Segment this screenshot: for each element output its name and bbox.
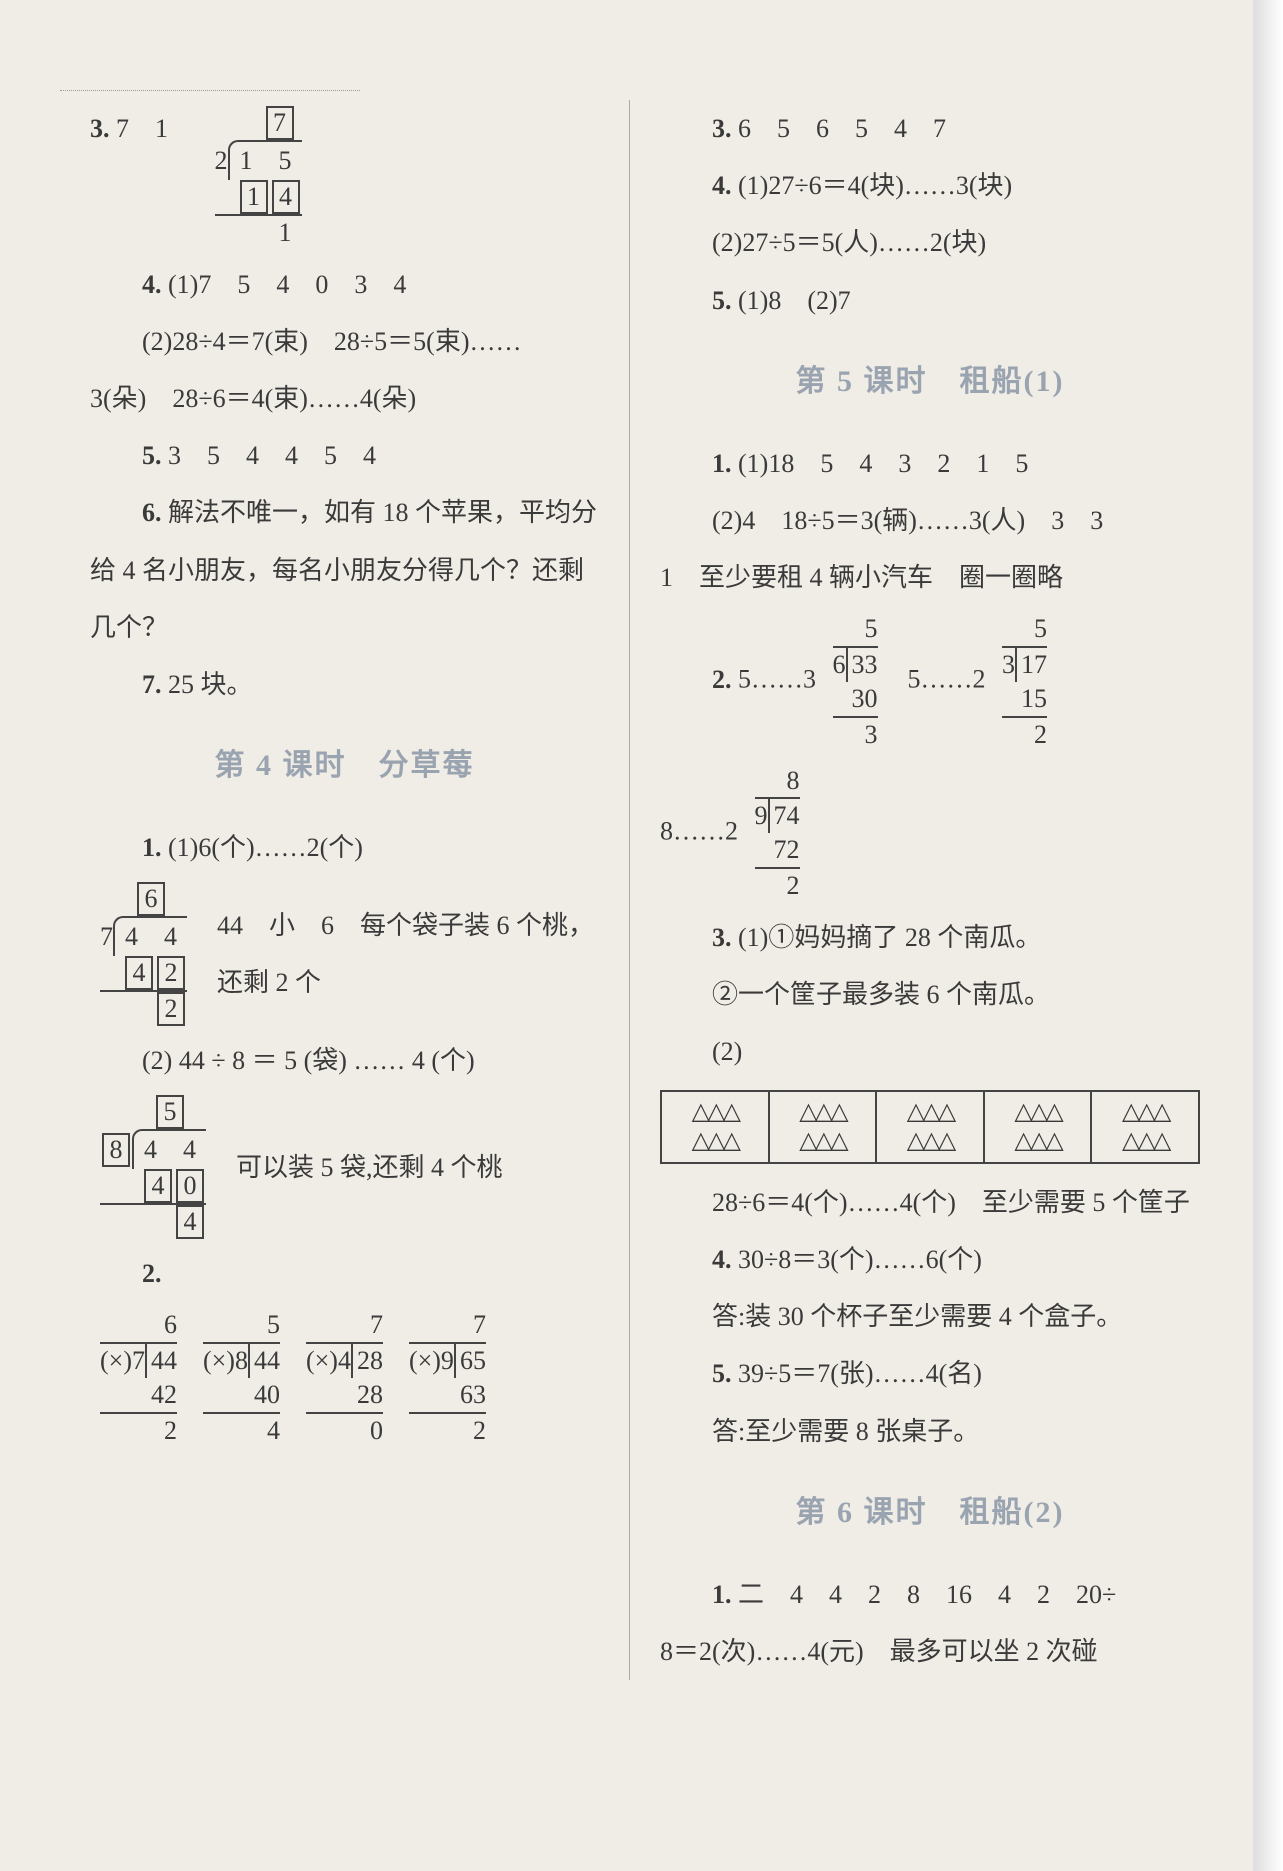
s5-1-1: (1)18 5 4 3 2 1 5 <box>738 449 1028 478</box>
ld-quotient: 7 <box>215 106 302 140</box>
div-group: 5……2 5317152 <box>908 606 1058 757</box>
item-label: 5. <box>712 1359 732 1388</box>
s5-5-2: 答:至少需要 8 张桌子。 <box>660 1403 1200 1460</box>
item-label: 1. <box>712 1580 732 1609</box>
item-5-values: 3 5 4 4 5 4 <box>168 441 376 470</box>
s5-item-2: 2. 5……3 56333035……2 5317152 8……2 8974722 <box>660 606 1200 908</box>
s4-1-2: (2) 44 ÷ 8 ＝ 5 (袋) …… 4 (个) <box>90 1032 599 1089</box>
long-division-small: 7(×)428280 <box>306 1308 383 1447</box>
item-6: 6. 解法不唯一，如有 18 个苹果，平均分给 4 名小朋友，每名小朋友分得几个… <box>90 484 599 656</box>
ld-line: 74 4 <box>100 916 187 956</box>
item-label: 2. <box>660 651 732 708</box>
s5-3-3: (2) <box>660 1023 1200 1080</box>
r-3-values: 6 5 6 5 4 7 <box>738 114 946 143</box>
s5-3-1: (1)①妈妈摘了 28 个南瓜。 <box>738 923 1041 952</box>
item-label: 7. <box>142 670 162 699</box>
item-label: 3. <box>712 923 732 952</box>
long-division-small: 7(×)965632 <box>409 1308 486 1447</box>
item-7-text: 25 块。 <box>168 670 253 699</box>
long-division-small: 5(×)844404 <box>203 1308 280 1447</box>
s4-div2-row: 5 84 4 40 4 可以装 5 袋,还剩 4 个桃 <box>90 1089 599 1245</box>
item-label: 3. <box>90 114 110 143</box>
s5-item-5: 5. 39÷5＝7(张)……4(名) <box>660 1345 1200 1402</box>
ld-rem: 2 <box>100 990 187 1026</box>
item-label: 5. <box>142 441 162 470</box>
item-label: 4. <box>712 171 732 200</box>
s4-tail1: 44 小 6 每个袋子装 6 个桃，还剩 2 个 <box>217 897 599 1011</box>
ld-sub: 40 <box>100 1169 206 1203</box>
item-4: 4. (1)7 5 4 0 3 4 <box>90 256 599 313</box>
item-4-2a: (2)28÷4＝7(束) 28÷5＝5(束)…… <box>90 313 599 370</box>
r-item-3: 3. 6 5 6 5 4 7 <box>660 100 1200 157</box>
item-3: 3. 7 1 7 21 5 14 1 <box>90 100 599 256</box>
long-division: 7 21 5 14 1 <box>215 106 302 250</box>
ld-rem: 1 <box>215 214 302 250</box>
item-label: 4. <box>712 1245 732 1274</box>
long-division: 6 74 4 42 2 <box>100 882 187 1026</box>
s5-1-3: 1 至少要租 4 辆小汽车 圈一圈略 <box>660 549 1200 606</box>
ld-quotient: 6 <box>100 882 187 916</box>
ld-quotient: 5 <box>100 1095 206 1129</box>
s5-3-2: ②一个筐子最多装 6 个南瓜。 <box>660 966 1200 1023</box>
s5-item-4: 4. 30÷8＝3(个)……6(个) <box>660 1231 1200 1288</box>
s5-item-1: 1. (1)18 5 4 3 2 1 5 <box>660 435 1200 492</box>
ld-line: 84 4 <box>100 1129 206 1169</box>
s5-4-1: 30÷8＝3(个)……6(个) <box>738 1245 982 1274</box>
s4-1-1: (1)6(个)……2(个) <box>168 833 363 862</box>
s6-item-1: 1. 二 4 4 2 8 16 4 2 20÷ <box>660 1566 1200 1623</box>
s5-item-3: 3. (1)①妈妈摘了 28 个南瓜。 <box>660 909 1200 966</box>
triangle-cell: △△△△△△ <box>770 1092 878 1162</box>
top-dotted-rule <box>60 90 360 91</box>
ld-sub: 42 <box>100 956 187 990</box>
triangle-grid: △△△△△△△△△△△△△△△△△△△△△△△△△△△△△△ <box>660 1090 1200 1164</box>
item-label: 5. <box>712 286 732 315</box>
s4-tail2: 可以装 5 袋,还剩 4 个桃 <box>236 1139 503 1196</box>
long-division: 5 84 4 40 4 <box>100 1095 206 1239</box>
left-column: 3. 7 1 7 21 5 14 1 4. (1)7 5 4 0 3 4 (2)… <box>30 100 630 1680</box>
item-label: 4. <box>142 270 162 299</box>
r-item-4: 4. (1)27÷6＝4(块)……3(块) <box>660 157 1200 214</box>
ld-line: 21 5 <box>215 140 302 180</box>
page-right-edge <box>1253 0 1283 1871</box>
item-label: 6. <box>142 498 162 527</box>
r-5-text: (1)8 (2)7 <box>738 286 851 315</box>
s4-item-2-divs: 6(×)744422 5(×)844404 7(×)428280 7(×)965632 <box>90 1302 599 1453</box>
triangle-cell: △△△△△△ <box>985 1092 1093 1162</box>
section-5-title: 第 5 课时 租船(1) <box>660 349 1200 415</box>
workbook-page: 3. 7 1 7 21 5 14 1 4. (1)7 5 4 0 3 4 (2)… <box>30 100 1230 1680</box>
item-label: 1. <box>142 833 162 862</box>
s6-1-1: 二 4 4 2 8 16 4 2 20÷ <box>738 1580 1116 1609</box>
item-6-text: 解法不唯一，如有 18 个苹果，平均分给 4 名小朋友，每名小朋友分得几个？还剩… <box>90 498 597 641</box>
long-division-small: 6(×)744422 <box>100 1308 177 1447</box>
item-4-2b: 3(朵) 28÷6＝4(束)……4(朵) <box>90 370 599 427</box>
s5-5-1: 39÷5＝7(张)……4(名) <box>738 1359 982 1388</box>
section-4-title: 第 4 课时 分草莓 <box>90 733 599 799</box>
item-label: 1. <box>712 449 732 478</box>
item-5: 5. 3 5 4 4 5 4 <box>90 427 599 484</box>
s4-div1-row: 6 74 4 42 2 44 小 6 每个袋子装 6 个桃，还剩 2 个 <box>90 876 599 1032</box>
triangle-cell: △△△△△△ <box>877 1092 985 1162</box>
s6-1-2: 8＝2(次)……4(元) 最多可以坐 2 次碰 <box>660 1623 1200 1680</box>
ld-sub: 14 <box>215 180 302 214</box>
item-4-1: (1)7 5 4 0 3 4 <box>168 270 406 299</box>
s5-1-2: (2)4 18÷5＝3(辆)……3(人) 3 3 <box>660 492 1200 549</box>
s5-4-2: 答:装 30 个杯子至少需要 4 个盒子。 <box>660 1288 1200 1345</box>
s4-item-2-label: 2. <box>90 1245 599 1302</box>
item-7: 7. 25 块。 <box>90 656 599 713</box>
r-4-2: (2)27÷5＝5(人)……2(块) <box>660 214 1200 271</box>
div-group: 8……2 8974722 <box>660 758 810 909</box>
s5-3-calc: 28÷6＝4(个)……4(个) 至少需要 5 个筐子 <box>660 1174 1200 1231</box>
r-item-5: 5. (1)8 (2)7 <box>660 272 1200 329</box>
div-group: 5……3 5633303 <box>738 606 888 757</box>
item-values: 7 1 <box>116 114 168 143</box>
r-4-1: (1)27÷6＝4(块)……3(块) <box>738 171 1012 200</box>
item-label: 3. <box>712 114 732 143</box>
s4-item-1: 1. (1)6(个)……2(个) <box>90 819 599 876</box>
triangle-cell: △△△△△△ <box>662 1092 770 1162</box>
triangle-cell: △△△△△△ <box>1092 1092 1198 1162</box>
right-column: 3. 6 5 6 5 4 7 4. (1)27÷6＝4(块)……3(块) (2)… <box>630 100 1230 1680</box>
ld-rem: 4 <box>100 1203 206 1239</box>
section-6-title: 第 6 课时 租船(2) <box>660 1480 1200 1546</box>
